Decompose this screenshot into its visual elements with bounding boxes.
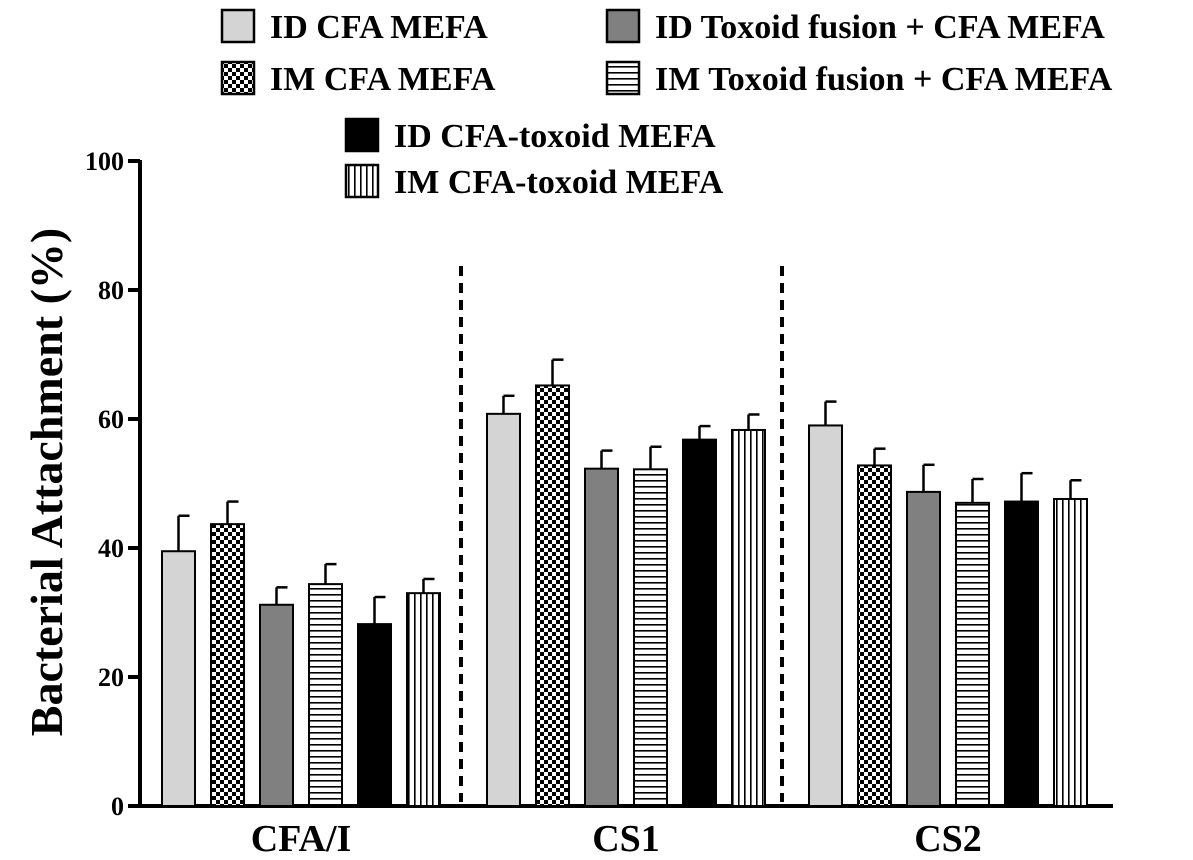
legend-swatch bbox=[605, 8, 641, 44]
legend-swatch bbox=[344, 163, 380, 199]
bar bbox=[584, 467, 619, 807]
legend-label: IM CFA MEFA bbox=[270, 61, 496, 98]
y-axis-label: Bacterial Attachment (%) bbox=[21, 228, 72, 736]
legend-swatch bbox=[220, 8, 256, 44]
bar bbox=[682, 438, 717, 807]
bar bbox=[1053, 497, 1088, 807]
y-tick-label: 60 bbox=[98, 405, 124, 434]
x-category-label: CS2 bbox=[914, 818, 982, 860]
bar bbox=[308, 583, 343, 807]
bar bbox=[535, 384, 570, 807]
bar bbox=[161, 550, 196, 807]
y-tick-label: 100 bbox=[85, 147, 124, 176]
bar bbox=[906, 490, 941, 807]
legend-swatch bbox=[344, 117, 380, 153]
bar bbox=[486, 412, 521, 807]
bar bbox=[808, 424, 843, 807]
y-tick-label: 80 bbox=[98, 276, 124, 305]
legend-label: ID Toxoid fusion + CFA MEFA bbox=[655, 9, 1105, 46]
y-tick-label: 20 bbox=[98, 663, 124, 692]
x-category-label: CFA/I bbox=[251, 818, 352, 860]
legend-label: IM CFA-toxoid MEFA bbox=[394, 164, 724, 201]
x-category-label: CS1 bbox=[592, 818, 660, 860]
bar bbox=[955, 501, 990, 807]
bar bbox=[210, 523, 245, 807]
legend-label: ID CFA-toxoid MEFA bbox=[394, 118, 716, 155]
bar bbox=[406, 592, 441, 808]
y-tick-label: 0 bbox=[111, 792, 124, 821]
bar bbox=[633, 468, 668, 807]
legend-swatch bbox=[605, 60, 641, 96]
bar bbox=[731, 428, 766, 807]
y-tick-label: 40 bbox=[98, 534, 124, 563]
bar bbox=[357, 623, 392, 807]
legend-label: ID CFA MEFA bbox=[270, 9, 488, 46]
bar bbox=[1004, 500, 1039, 807]
legend-swatch bbox=[220, 60, 256, 96]
bar bbox=[259, 603, 294, 808]
bar bbox=[857, 464, 892, 807]
legend-label: IM Toxoid fusion + CFA MEFA bbox=[655, 61, 1113, 98]
